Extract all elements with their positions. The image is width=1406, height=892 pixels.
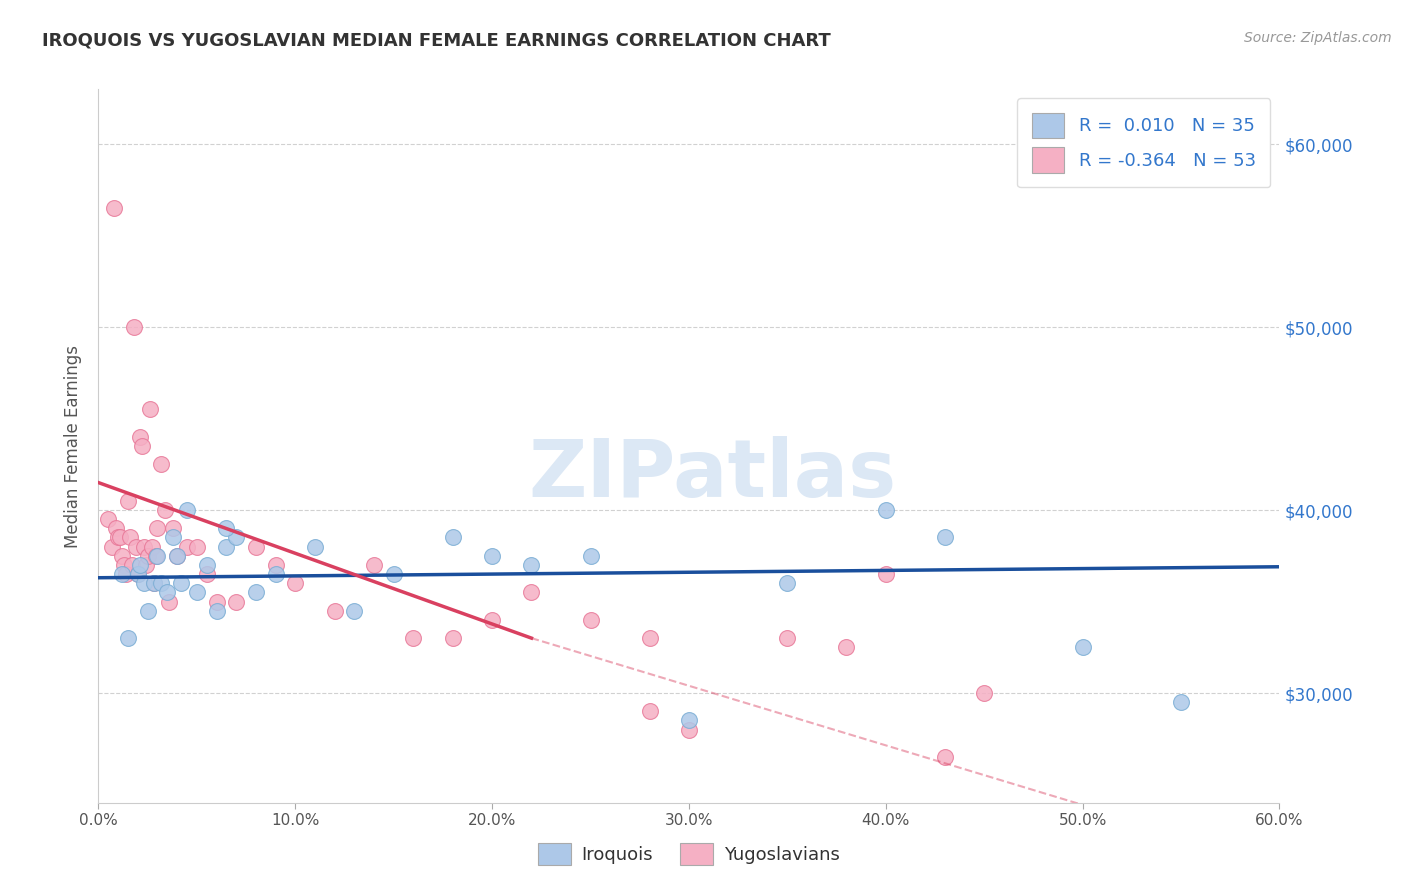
Point <box>1170 695 1192 709</box>
Point <box>127 567 149 582</box>
Point <box>142 576 165 591</box>
Point <box>934 750 956 764</box>
Text: ZIPatlas: ZIPatlas <box>529 435 897 514</box>
Point <box>875 503 897 517</box>
Point <box>127 567 149 582</box>
Point <box>111 549 134 563</box>
Point <box>579 613 602 627</box>
Point <box>136 549 159 563</box>
Legend: Iroquois, Yugoslavians: Iroquois, Yugoslavians <box>531 836 846 872</box>
Point <box>150 458 173 472</box>
Point <box>343 604 366 618</box>
Point <box>166 549 188 563</box>
Point <box>97 512 120 526</box>
Point <box>176 540 198 554</box>
Point <box>122 320 145 334</box>
Point <box>105 521 128 535</box>
Point <box>103 201 125 215</box>
Point <box>875 567 897 582</box>
Point <box>264 558 287 572</box>
Point <box>146 521 169 535</box>
Point <box>441 631 464 645</box>
Point <box>835 640 858 655</box>
Point <box>579 549 602 563</box>
Point <box>382 567 405 582</box>
Point <box>146 549 169 563</box>
Point <box>215 521 238 535</box>
Point <box>118 531 141 545</box>
Text: IROQUOIS VS YUGOSLAVIAN MEDIAN FEMALE EARNINGS CORRELATION CHART: IROQUOIS VS YUGOSLAVIAN MEDIAN FEMALE EA… <box>42 31 831 49</box>
Point <box>225 531 247 545</box>
Point <box>186 585 208 599</box>
Point <box>117 631 139 645</box>
Point <box>132 576 155 591</box>
Point <box>170 576 193 591</box>
Point <box>678 714 700 728</box>
Y-axis label: Median Female Earnings: Median Female Earnings <box>65 344 83 548</box>
Point <box>101 540 124 554</box>
Point <box>115 567 138 582</box>
Point <box>520 558 543 572</box>
Point <box>481 613 503 627</box>
Point <box>934 531 956 545</box>
Point <box>195 567 218 582</box>
Point <box>131 439 153 453</box>
Point <box>1071 640 1094 655</box>
Text: Source: ZipAtlas.com: Source: ZipAtlas.com <box>1244 31 1392 45</box>
Point <box>678 723 700 737</box>
Point <box>142 576 165 591</box>
Point <box>973 686 995 700</box>
Point <box>195 558 218 572</box>
Point <box>150 576 173 591</box>
Point <box>156 585 179 599</box>
Point <box>245 585 267 599</box>
Point <box>205 604 228 618</box>
Point <box>117 494 139 508</box>
Point <box>136 604 159 618</box>
Point <box>125 540 148 554</box>
Point <box>108 531 131 545</box>
Point <box>215 540 238 554</box>
Point <box>155 503 177 517</box>
Point <box>284 576 307 591</box>
Point <box>205 594 228 608</box>
Point <box>157 594 180 608</box>
Point <box>638 631 661 645</box>
Point <box>141 540 163 554</box>
Point <box>186 540 208 554</box>
Point <box>138 402 160 417</box>
Point <box>638 704 661 718</box>
Point <box>132 540 155 554</box>
Point <box>128 558 150 572</box>
Point <box>111 567 134 582</box>
Point <box>135 558 157 572</box>
Point <box>128 430 150 444</box>
Point <box>323 604 346 618</box>
Point <box>776 576 799 591</box>
Point <box>481 549 503 563</box>
Point <box>162 521 184 535</box>
Point <box>264 567 287 582</box>
Point <box>363 558 385 572</box>
Point <box>162 531 184 545</box>
Point <box>776 631 799 645</box>
Point <box>245 540 267 554</box>
Point <box>176 503 198 517</box>
Point <box>520 585 543 599</box>
Point <box>166 549 188 563</box>
Point <box>441 531 464 545</box>
Point <box>225 594 247 608</box>
Point <box>121 558 143 572</box>
Point <box>402 631 425 645</box>
Point <box>145 549 167 563</box>
Point <box>304 540 326 554</box>
Point <box>107 531 129 545</box>
Point <box>112 558 135 572</box>
